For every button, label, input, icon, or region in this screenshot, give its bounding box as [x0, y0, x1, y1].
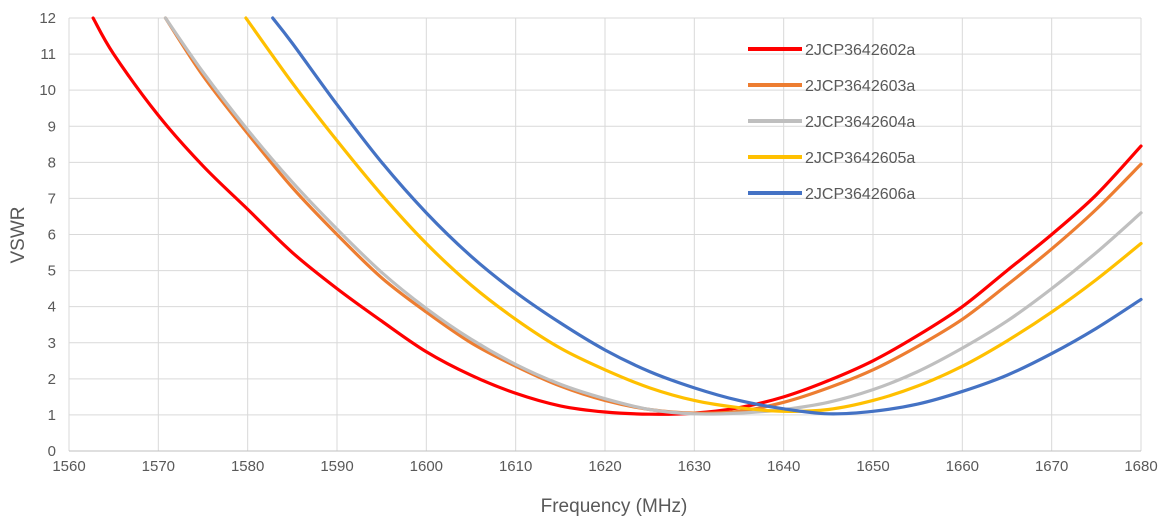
x-tick-label: 1620 — [588, 458, 621, 475]
x-tick-label: 1680 — [1124, 458, 1157, 475]
legend-label-5: 2JCP3642606a — [805, 186, 915, 203]
legend-label-3: 2JCP3642604a — [805, 114, 915, 131]
y-tick-label: 2 — [48, 371, 56, 388]
series-line-4 — [244, 16, 1143, 414]
legend-label-1: 2JCP3642602a — [805, 42, 915, 59]
legend: 2JCP3642602a 2JCP3642603a 2JCP3642604a 2JCP… — [748, 42, 915, 203]
x-tick-label: 1650 — [856, 458, 889, 475]
y-tick-label: 1 — [48, 407, 56, 424]
y-tick-label: 7 — [48, 190, 56, 207]
x-tick-label: 1670 — [1035, 458, 1068, 475]
x-tick-label: 1580 — [231, 458, 264, 475]
series-line-3 — [163, 16, 1143, 416]
y-tick-label: 4 — [48, 299, 56, 316]
y-tick-label: 5 — [48, 263, 56, 280]
y-tick-label: 8 — [48, 154, 56, 171]
y-tick-label: 11 — [40, 46, 56, 63]
series-line-5 — [271, 16, 1143, 416]
y-tick-label: 9 — [48, 118, 56, 135]
legend-label-4: 2JCP3642605a — [805, 150, 915, 167]
x-tick-label: 1660 — [946, 458, 979, 475]
x-tick-label: 1640 — [767, 458, 800, 475]
gridlines — [68, 17, 1142, 451]
x-tick-label: 1590 — [320, 458, 353, 475]
x-tick-label: 1630 — [678, 458, 711, 475]
series-lines — [91, 16, 1143, 416]
x-tick-label: 1570 — [142, 458, 175, 475]
y-tick-label: 10 — [39, 82, 56, 99]
series-line-1 — [91, 16, 1143, 416]
x-tick-label: 1560 — [52, 458, 85, 475]
y-axis-title: VSWR — [8, 207, 29, 264]
x-axis-title: Frequency (MHz) — [541, 496, 688, 517]
y-tick-label: 6 — [48, 227, 56, 244]
y-tick-label: 0 — [48, 443, 56, 460]
x-tick-label: 1610 — [499, 458, 532, 475]
y-tick-label: 12 — [39, 10, 56, 27]
y-tick-label: 3 — [48, 335, 56, 352]
legend-label-2: 2JCP3642603a — [805, 78, 915, 95]
x-tick-label: 1600 — [410, 458, 443, 475]
axes: 1560 1570 1580 1590 1600 1610 1620 1630 1640 1650… — [39, 10, 1157, 475]
series-line-2 — [163, 16, 1143, 415]
